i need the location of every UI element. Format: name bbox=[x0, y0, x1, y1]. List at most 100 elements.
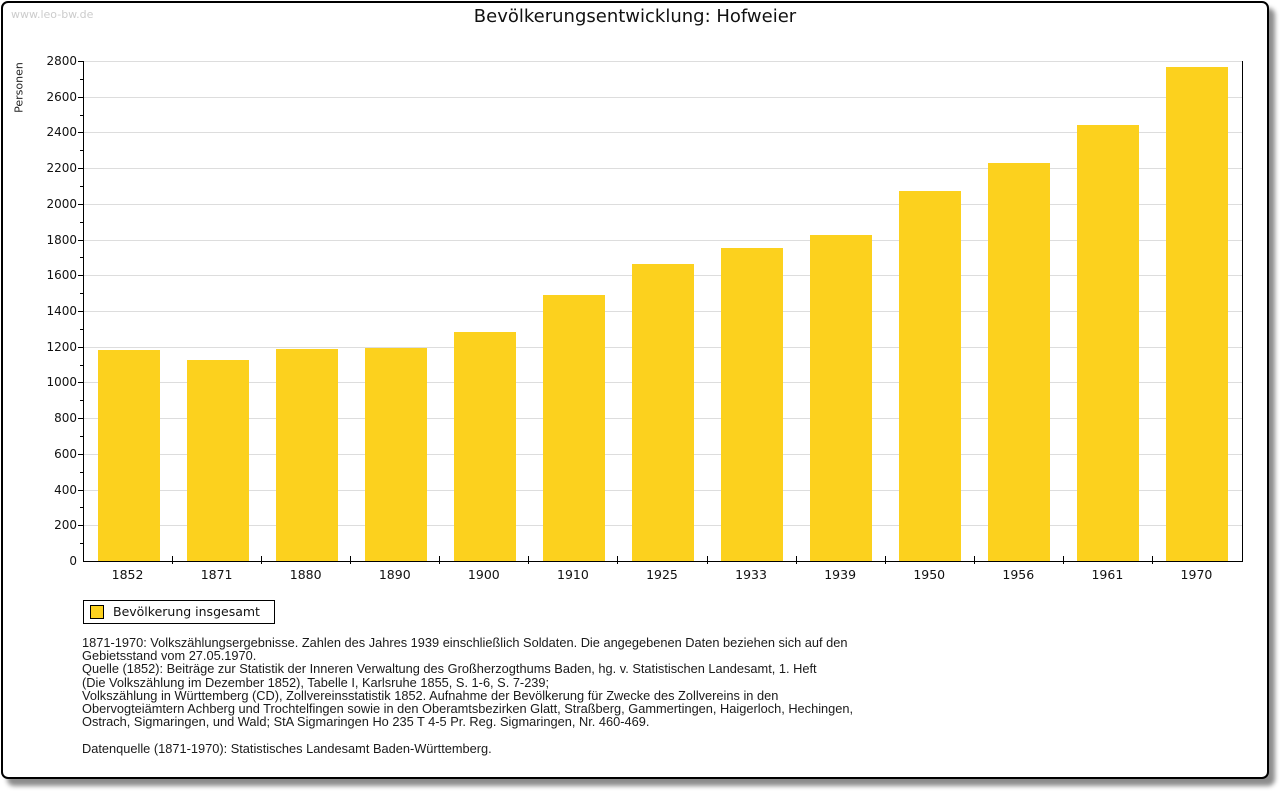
legend-label: Bevölkerung insgesamt bbox=[113, 604, 260, 619]
source-note-line: Volkszählung in Württemberg (CD), Zollve… bbox=[82, 687, 779, 703]
source-note-line: Ostrach, Sigmaringen, und Wald; StA Sigm… bbox=[82, 714, 650, 730]
y-axis-major-tick bbox=[78, 239, 83, 241]
y-axis-tick-label: 2200 bbox=[46, 161, 77, 176]
gridline bbox=[84, 96, 1242, 98]
x-axis-tick-label: 1956 bbox=[1002, 567, 1035, 582]
gridline bbox=[84, 61, 1242, 62]
source-note-line: Obervogteiämtern Achberg und Trochtelfin… bbox=[82, 701, 854, 717]
bar-1871 bbox=[186, 360, 249, 561]
y-axis-major-tick bbox=[78, 418, 83, 420]
y-axis-major-tick bbox=[78, 525, 83, 527]
source-note-line: 1871-1970: Volkszählungsergebnisse. Zahl… bbox=[82, 635, 848, 650]
y-axis-tick-label: 1600 bbox=[46, 268, 77, 283]
bar-slot bbox=[1064, 61, 1153, 561]
x-axis-tick bbox=[796, 556, 797, 564]
y-axis-minor-tick bbox=[80, 471, 83, 473]
x-axis-tick-label: 1950 bbox=[913, 567, 946, 582]
y-axis-tick-label: 600 bbox=[54, 446, 77, 461]
x-axis-tick-label: 1880 bbox=[289, 567, 322, 582]
y-axis-minor-tick bbox=[80, 221, 83, 223]
y-axis-major-tick bbox=[78, 311, 83, 312]
y-axis-tick-label: 0 bbox=[69, 554, 77, 568]
bar-slot bbox=[529, 61, 618, 561]
y-axis-major-tick bbox=[78, 489, 83, 491]
x-axis-tick bbox=[439, 556, 440, 564]
bar-1852 bbox=[97, 350, 160, 561]
bar-slot bbox=[886, 61, 975, 561]
x-axis-tick bbox=[1152, 556, 1153, 564]
bar-slot bbox=[351, 61, 440, 561]
y-axis-minor-tick bbox=[80, 328, 83, 330]
y-axis-major-tick bbox=[78, 132, 83, 134]
bar-series bbox=[84, 61, 1242, 561]
y-axis-major-tick bbox=[78, 275, 83, 277]
x-axis-tick bbox=[707, 556, 708, 564]
bar-1900 bbox=[453, 331, 516, 561]
y-axis-tick-label: 2800 bbox=[46, 54, 77, 68]
y-axis-tick-label: 1800 bbox=[46, 232, 77, 247]
bar-1890 bbox=[364, 347, 427, 561]
bar-1933 bbox=[721, 247, 784, 561]
y-axis-minor-tick bbox=[80, 436, 83, 437]
x-axis-tick-label: 1871 bbox=[200, 567, 233, 582]
x-axis-tick bbox=[261, 556, 262, 564]
y-axis-minor-tick bbox=[80, 78, 83, 80]
x-axis-tick-label: 1890 bbox=[378, 567, 411, 582]
x-axis-tick-label: 1852 bbox=[111, 567, 144, 582]
bar-slot bbox=[797, 61, 886, 561]
y-axis-minor-tick bbox=[80, 400, 83, 402]
gridline bbox=[84, 239, 1242, 241]
x-axis-tick-label: 1910 bbox=[557, 567, 589, 582]
y-axis-major-tick bbox=[78, 346, 83, 348]
y-axis-major-tick bbox=[78, 61, 83, 62]
gridline bbox=[84, 203, 1242, 205]
y-axis-tick-label: 800 bbox=[54, 411, 77, 426]
x-axis-tick bbox=[172, 556, 173, 564]
bar-1925 bbox=[632, 263, 694, 561]
y-axis-tick-label: 400 bbox=[54, 482, 77, 497]
y-axis-minor-tick bbox=[80, 507, 83, 509]
bar-1939 bbox=[810, 235, 873, 561]
x-axis-tick bbox=[617, 556, 618, 564]
bar-slot bbox=[173, 61, 262, 561]
bar-slot bbox=[975, 61, 1064, 561]
plot-area bbox=[83, 61, 1243, 562]
y-axis-minor-tick bbox=[80, 543, 83, 545]
bar-1880 bbox=[275, 348, 338, 561]
source-note-line bbox=[82, 728, 853, 741]
y-axis-minor-tick bbox=[80, 150, 83, 152]
y-axis-tick-label: 1200 bbox=[46, 339, 77, 354]
y-axis-major-tick bbox=[78, 453, 83, 455]
bar-slot bbox=[708, 61, 797, 561]
y-axis-minor-tick bbox=[80, 114, 83, 116]
x-axis-tick-label: 1933 bbox=[735, 567, 767, 582]
y-axis-major-tick bbox=[78, 168, 83, 170]
bar-1956 bbox=[988, 162, 1051, 561]
x-axis-tick-label: 1925 bbox=[646, 567, 678, 582]
source-note-line: (Die Volkszählung im Dezember 1852), Tab… bbox=[82, 674, 550, 690]
y-axis-tick-label: 200 bbox=[54, 518, 77, 533]
source-note-line: Gebietsstand vom 27.05.1970. bbox=[82, 648, 257, 664]
bar-slot bbox=[618, 61, 707, 561]
y-axis-major-tick bbox=[78, 96, 83, 98]
y-axis-minor-tick bbox=[80, 186, 83, 187]
bar-slot bbox=[262, 61, 351, 561]
source-note-line: Quelle (1852): Beiträge zur Statistik de… bbox=[82, 661, 817, 677]
legend-swatch bbox=[90, 604, 104, 619]
x-axis-tick bbox=[528, 556, 529, 564]
gridline bbox=[84, 168, 1242, 170]
x-axis-tick-label: 1900 bbox=[467, 567, 500, 582]
y-axis-tick-label: 1400 bbox=[46, 304, 77, 318]
y-axis-tick-label: 2000 bbox=[46, 196, 77, 211]
y-axis-minor-tick bbox=[80, 364, 83, 366]
y-axis-tick-label: 2600 bbox=[46, 89, 77, 104]
source-note-line: Datenquelle (1871-1970): Statistisches L… bbox=[82, 740, 492, 756]
x-axis-tick bbox=[974, 556, 975, 564]
y-axis-major-tick bbox=[78, 382, 83, 384]
x-axis-tick bbox=[1063, 556, 1064, 564]
bar-slot bbox=[1153, 61, 1242, 561]
y-axis-tick-label: 1000 bbox=[46, 375, 77, 390]
bar-slot bbox=[84, 61, 173, 561]
x-axis-tick-label: 1961 bbox=[1091, 567, 1124, 582]
bar-1970 bbox=[1166, 67, 1229, 561]
